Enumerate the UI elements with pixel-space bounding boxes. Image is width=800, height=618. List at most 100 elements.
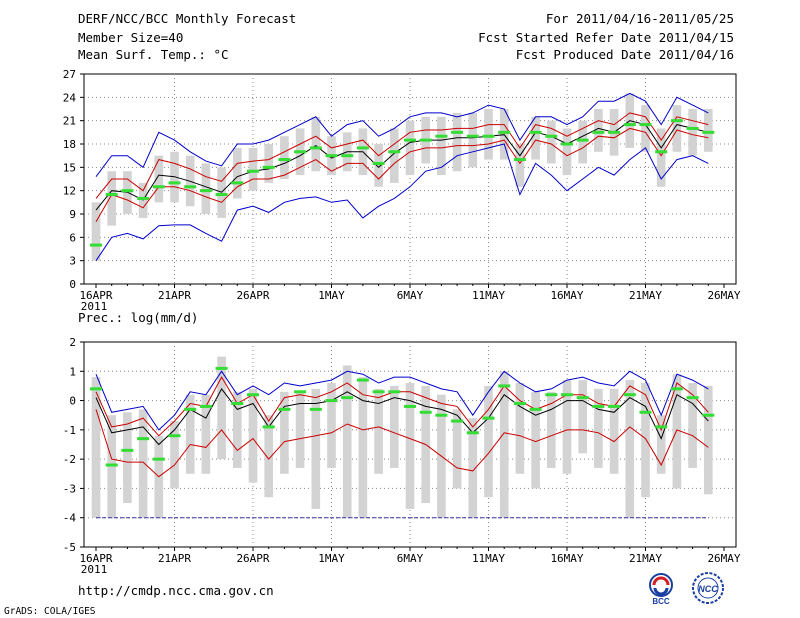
control-marker [623, 123, 636, 127]
x-tick-label: 1MAY [318, 552, 345, 565]
control-marker [90, 387, 102, 391]
control-marker [702, 130, 715, 134]
spread-box [656, 415, 666, 474]
y-tick-label: 9 [69, 208, 76, 221]
control-marker [325, 154, 338, 158]
control-marker [372, 390, 385, 394]
control-marker [623, 393, 636, 397]
control-marker [309, 407, 322, 411]
produced-date: Fcst Produced Date 2011/04/16 [515, 47, 734, 62]
control-marker [670, 387, 683, 391]
spread-box [154, 155, 164, 203]
control-marker [152, 185, 165, 189]
control-marker [278, 158, 291, 162]
control-marker [670, 119, 683, 123]
control-marker [639, 123, 652, 127]
y-tick-label: 18 [63, 138, 76, 151]
y-tick-label: 24 [63, 91, 77, 104]
control-marker [451, 419, 464, 423]
year-label: 2011 [81, 563, 108, 576]
spread-box [546, 391, 556, 468]
control-marker [608, 130, 621, 134]
control-marker [137, 196, 150, 200]
ncc-logo: NCC [692, 572, 724, 604]
x-tick-label: 16APR [79, 289, 112, 302]
control-marker [356, 378, 369, 382]
y-tick-label: -5 [63, 541, 76, 554]
control-marker [199, 189, 212, 193]
spread-box [484, 385, 493, 498]
control-marker [356, 146, 369, 150]
spread-box [703, 385, 713, 495]
spread-box [264, 144, 274, 183]
bcc-logo-text: BCC [652, 597, 670, 606]
bcc-logo: BCC [649, 573, 673, 606]
control-marker [513, 158, 526, 162]
control-marker [561, 393, 573, 397]
y-tick-label: 0 [69, 278, 76, 291]
ncc-logo-text: NCC [698, 584, 718, 594]
start-date: Fcst Started Refer Date 2011/04/15 [478, 30, 734, 45]
spread-box [515, 383, 525, 474]
control-marker [215, 193, 228, 197]
control-marker [608, 404, 621, 408]
spread-box [452, 409, 462, 489]
spread-box [531, 116, 540, 160]
control-marker [168, 434, 181, 438]
control-marker [105, 193, 118, 197]
y-tick-label: 12 [63, 185, 76, 198]
variable-label: Mean Surf. Temp.: °C [78, 47, 229, 62]
y-tick-label: -3 [63, 482, 76, 495]
y-tick-label: 1 [69, 365, 76, 378]
spread-box [531, 391, 540, 489]
control-marker [513, 402, 526, 405]
control-marker [686, 396, 699, 400]
control-marker [388, 150, 401, 154]
control-marker [576, 396, 589, 400]
chart-title: DERF/NCC/BCC Monthly Forecast [78, 11, 297, 26]
spread-box [389, 128, 399, 183]
control-marker [341, 154, 354, 158]
x-tick-label: 26MAY [707, 552, 740, 565]
spread-box [358, 377, 368, 518]
year-label: 2011 [81, 300, 108, 313]
precip-subtitle: Prec.: log(mm/d) [78, 310, 198, 325]
spread-box [499, 371, 509, 518]
spread-box [311, 388, 321, 509]
spread-box [248, 147, 258, 191]
y-tick-label: 3 [69, 255, 76, 268]
control-marker [529, 130, 542, 134]
control-marker [404, 404, 416, 408]
control-marker [247, 393, 259, 397]
source-url[interactable]: http://cmdp.ncc.cma.gov.cn [78, 583, 274, 598]
x-tick-label: 26APR [236, 289, 269, 302]
control-marker [686, 126, 699, 130]
y-tick-label: 21 [63, 115, 76, 128]
x-tick-label: 16MAY [550, 289, 583, 302]
x-tick-label: 16APR [79, 552, 112, 565]
control-marker [498, 384, 511, 388]
control-marker [184, 407, 197, 411]
spread-box [374, 144, 383, 187]
control-marker [247, 169, 259, 173]
spread-box [389, 385, 399, 468]
control-marker [655, 425, 668, 429]
control-marker [262, 425, 275, 429]
y-tick-label: 15 [63, 161, 76, 174]
forecast-period: For 2011/04/16-2011/05/25 [545, 11, 734, 26]
y-tick-label: 6 [69, 231, 76, 244]
spread-box [452, 112, 462, 172]
control-marker [215, 366, 228, 370]
spread-box [295, 391, 305, 468]
spread-box [248, 388, 258, 483]
spread-box [641, 105, 650, 152]
control-marker [137, 437, 150, 441]
x-tick-label: 6MAY [397, 552, 424, 565]
spread-box [703, 109, 713, 152]
control-marker [419, 138, 432, 142]
control-marker [576, 138, 589, 142]
spread-box [437, 116, 446, 176]
spread-box [311, 116, 321, 172]
spread-box [562, 380, 572, 474]
spread-box [138, 409, 148, 518]
